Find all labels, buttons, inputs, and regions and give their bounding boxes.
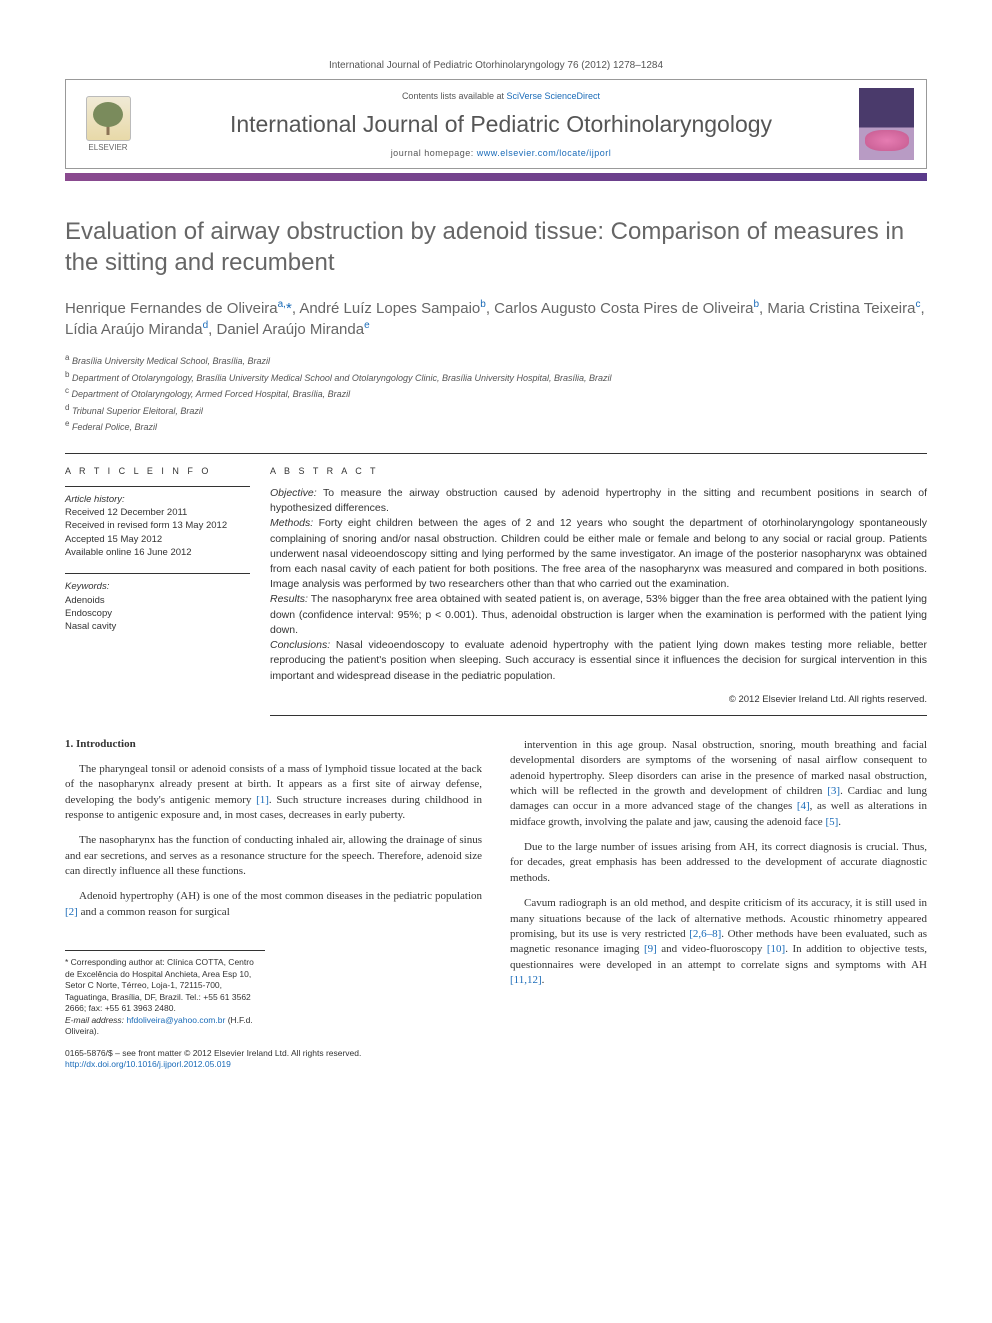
color-bar	[65, 173, 927, 181]
homepage-line: journal homepage: www.elsevier.com/locat…	[153, 148, 849, 158]
page-footer: 0165-5876/$ – see front matter © 2012 El…	[65, 1048, 482, 1070]
journal-reference: International Journal of Pediatric Otorh…	[65, 60, 927, 71]
body-paragraph: Adenoid hypertrophy (AH) is one of the m…	[65, 889, 482, 920]
section-1-head: 1. Introduction	[65, 738, 482, 750]
body-paragraph: intervention in this age group. Nasal ob…	[510, 738, 927, 830]
body-paragraph: The pharyngeal tonsil or adenoid consist…	[65, 762, 482, 824]
journal-name: International Journal of Pediatric Otorh…	[153, 111, 849, 138]
keywords-block: Keywords:AdenoidsEndoscopyNasal cavity	[65, 573, 250, 633]
journal-cover-thumb	[859, 88, 914, 160]
article-history: Article history:Received 12 December 201…	[65, 486, 250, 559]
body-paragraph: The nasopharynx has the function of cond…	[65, 833, 482, 879]
body-col-left: 1. Introduction The pharyngeal tonsil or…	[65, 738, 482, 1070]
contents-line: Contents lists available at SciVerse Sci…	[153, 91, 849, 101]
body-columns: 1. Introduction The pharyngeal tonsil or…	[65, 738, 927, 1070]
elsevier-logo: ELSEVIER	[78, 89, 138, 159]
doi-link[interactable]: http://dx.doi.org/10.1016/j.ijporl.2012.…	[65, 1059, 231, 1069]
article-title: Evaluation of airway obstruction by aden…	[65, 216, 927, 278]
journal-header: ELSEVIER Contents lists available at Sci…	[65, 79, 927, 169]
homepage-link[interactable]: www.elsevier.com/locate/ijporl	[477, 148, 612, 158]
authors-list: Henrique Fernandes de Oliveiraa,*, André…	[65, 298, 927, 340]
footnotes: * Corresponding author at: Clínica COTTA…	[65, 950, 265, 1037]
homepage-pre: journal homepage:	[391, 148, 477, 158]
body-col-right: intervention in this age group. Nasal ob…	[510, 738, 927, 1070]
abstract-label: A B S T R A C T	[270, 466, 927, 476]
publisher-name: ELSEVIER	[88, 143, 127, 152]
footer-line1: 0165-5876/$ – see front matter © 2012 El…	[65, 1048, 482, 1059]
body-paragraph: Cavum radiograph is an old method, and d…	[510, 896, 927, 988]
abstract-column: A B S T R A C T Objective: To measure th…	[270, 453, 927, 716]
body-paragraph: Due to the large number of issues arisin…	[510, 840, 927, 886]
article-info-column: A R T I C L E I N F O Article history:Re…	[65, 454, 270, 716]
sciencedirect-link[interactable]: SciVerse ScienceDirect	[507, 91, 601, 101]
abstract-text: Objective: To measure the airway obstruc…	[270, 486, 927, 684]
copyright: © 2012 Elsevier Ireland Ltd. All rights …	[270, 694, 927, 705]
affiliations: a Brasília University Medical School, Br…	[65, 352, 927, 435]
email-link[interactable]: hfdoliveira@yahoo.com.br	[126, 1015, 225, 1025]
info-abstract-row: A R T I C L E I N F O Article history:Re…	[65, 453, 927, 716]
contents-pre: Contents lists available at	[402, 91, 507, 101]
email-line: E-mail address: hfdoliveira@yahoo.com.br…	[65, 1015, 265, 1038]
header-center: Contents lists available at SciVerse Sci…	[153, 91, 849, 158]
corresponding-author: * Corresponding author at: Clínica COTTA…	[65, 957, 265, 1014]
email-label: E-mail address:	[65, 1015, 124, 1025]
elsevier-tree-icon	[86, 96, 131, 141]
article-info-label: A R T I C L E I N F O	[65, 466, 250, 476]
